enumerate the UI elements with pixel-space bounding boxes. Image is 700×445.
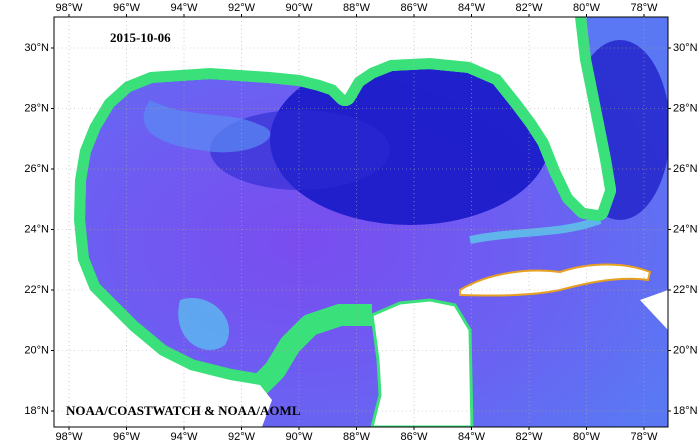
lon-label: 94°W: [170, 431, 198, 443]
lat-label: 30°N: [673, 42, 698, 54]
lon-label: 96°W: [113, 431, 141, 443]
lat-label: 24°N: [673, 223, 698, 235]
current: [469, 216, 602, 244]
lat-label: 30°N: [24, 42, 49, 54]
lon-label: 84°W: [458, 431, 486, 443]
credit: NOAA/COASTWATCH & NOAA/AOML: [66, 403, 301, 418]
lon-label: 98°W: [55, 2, 83, 14]
frame: [53, 16, 669, 428]
lat-label: 20°N: [24, 344, 49, 356]
lat-label: 22°N: [673, 284, 698, 296]
lon-label: 78°W: [630, 2, 658, 14]
lon-label: 96°W: [113, 2, 141, 14]
lat-label: 28°N: [673, 102, 698, 114]
imagery: [54, 17, 668, 427]
lon-label: 86°W: [400, 2, 428, 14]
date: 2015-10-06: [110, 30, 171, 45]
graticule: [54, 17, 668, 427]
lat-label: 24°N: [24, 223, 49, 235]
land: [54, 17, 605, 427]
lon-label: 78°W: [630, 431, 658, 443]
lon-label: 80°W: [573, 431, 601, 443]
lon-label: 92°W: [228, 431, 256, 443]
lon-label: 88°W: [343, 2, 371, 14]
lon-label: 86°W: [400, 431, 428, 443]
lon-label: 90°W: [285, 2, 313, 14]
lon-label: 82°W: [515, 2, 543, 14]
lat-label: 28°N: [24, 102, 49, 114]
lon-label: 82°W: [515, 431, 543, 443]
yucatan: [370, 298, 474, 427]
lat-label: 20°N: [673, 344, 698, 356]
lon-label: 80°W: [573, 2, 601, 14]
lon-label: 84°W: [458, 2, 486, 14]
lon-label: 92°W: [228, 2, 256, 14]
eddy: [178, 298, 229, 350]
lon-label: 94°W: [170, 2, 198, 14]
lon-label: 88°W: [343, 431, 371, 443]
lat-label: 18°N: [673, 405, 698, 417]
eddy: [143, 100, 271, 153]
lon-label: 98°W: [55, 431, 83, 443]
lon-label: 90°W: [285, 431, 313, 443]
lat-label: 26°N: [673, 163, 698, 175]
lat-label: 22°N: [24, 284, 49, 296]
cuba: [459, 263, 652, 297]
lat-label: 18°N: [24, 405, 49, 417]
lat-label: 26°N: [24, 163, 49, 175]
island: [640, 290, 668, 330]
